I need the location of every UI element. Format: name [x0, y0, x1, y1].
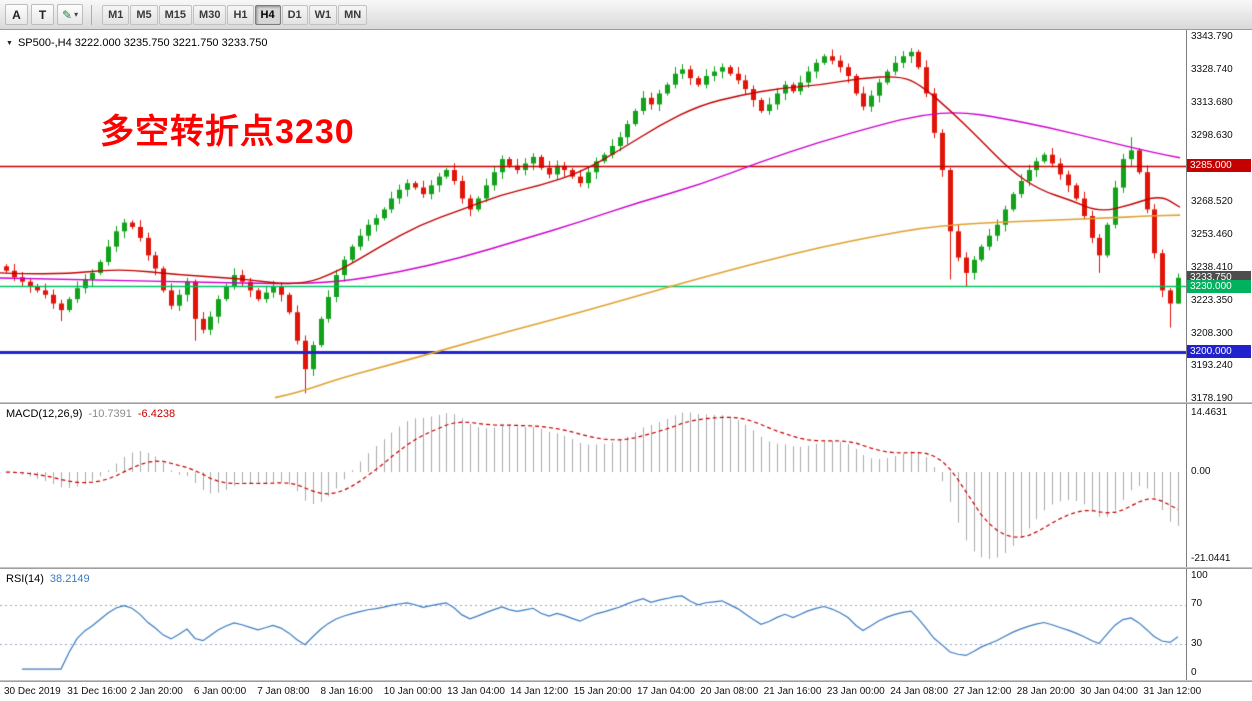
time-axis-label: 15 Jan 20:00: [573, 686, 632, 697]
time-axis-label: 30 Jan 04:00: [1080, 686, 1138, 697]
price-tag-3285.000: 3285.000: [1187, 159, 1251, 173]
timeframe-buttons: M1 M5 M15 M30 H1 H4 D1 W1 MN: [102, 4, 368, 25]
macd-signal-value: -6.4238: [137, 408, 176, 420]
macd-axis-zero: 0.00: [1191, 466, 1211, 477]
timeframe-button-m5[interactable]: M5: [130, 4, 158, 25]
price-axis-label: 3253.460: [1191, 228, 1233, 240]
price-axis-label: 3328.740: [1191, 63, 1233, 75]
time-axis-label: 31 Dec 16:00: [67, 686, 127, 697]
timeframe-button-h4[interactable]: H4: [254, 4, 281, 25]
panel-divider[interactable]: [0, 680, 1252, 682]
time-axis-label: 7 Jan 08:00: [257, 686, 310, 697]
time-axis-label: 17 Jan 04:00: [637, 686, 695, 697]
toolbar-button-a[interactable]: A: [5, 4, 28, 25]
rsi-name: RSI(14): [6, 573, 44, 585]
price-axis-label: 3208.300: [1191, 327, 1233, 339]
symbol-ohlc-text: SP500-,H4 3222.000 3235.750 3221.750 323…: [17, 37, 268, 49]
timeframe-button-h1[interactable]: H1: [227, 4, 254, 25]
timeframe-button-m1[interactable]: M1: [102, 4, 130, 25]
macd-main-value: -10.7391: [88, 408, 132, 420]
rsi-label: RSI(14) 38.2149: [6, 573, 90, 585]
drawing-tool-dropdown[interactable]: ✎ ▾: [57, 4, 84, 25]
price-axis-label: 3223.350: [1191, 294, 1233, 306]
timeframe-button-m30[interactable]: M30: [193, 4, 227, 25]
chevron-down-icon: ▾: [74, 10, 79, 19]
pencil-icon: ✎: [62, 7, 73, 22]
price-axis-label: 3178.190: [1191, 393, 1233, 405]
rsi-panel: RSI(14) 38.2149 100 70 30 0: [0, 569, 1252, 680]
rsi-canvas[interactable]: [0, 569, 1186, 680]
timeframe-button-m15[interactable]: M15: [158, 4, 193, 25]
timeframe-button-mn[interactable]: MN: [338, 4, 368, 25]
macd-label: MACD(12,26,9) -10.7391 -6.4238: [6, 408, 175, 420]
rsi-value: 38.2149: [49, 573, 90, 585]
toolbar-separator: [91, 4, 93, 25]
text-tool-button[interactable]: T: [31, 4, 54, 25]
price-tag-3230.000: 3230.000: [1187, 279, 1251, 293]
time-axis-label: 14 Jan 12:00: [510, 686, 569, 697]
rsi-axis-0: 0: [1191, 667, 1197, 678]
time-axis-label: 31 Jan 12:00: [1143, 686, 1202, 697]
price-tag-3200.000: 3200.000: [1187, 345, 1251, 359]
macd-axis-min: -21.0441: [1191, 553, 1231, 564]
time-axis-label: 8 Jan 16:00: [320, 686, 373, 697]
macd-axis[interactable]: 14.4631 0.00 -21.0441: [1186, 404, 1252, 567]
time-axis-label: 27 Jan 12:00: [953, 686, 1012, 697]
time-axis-label: 6 Jan 00:00: [193, 686, 247, 697]
panel-divider[interactable]: [0, 567, 1252, 569]
time-axis-label: 2 Jan 20:00: [130, 686, 183, 697]
price-axis[interactable]: 3343.7903328.7403313.6803298.6303283.570…: [1186, 30, 1252, 405]
macd-axis-max: 14.4631: [1191, 407, 1228, 418]
price-chart-canvas[interactable]: [0, 30, 1186, 402]
timeframe-button-w1[interactable]: W1: [308, 4, 338, 25]
price-axis-label: 3268.520: [1191, 195, 1233, 207]
symbol-ohlc-label: ▼ SP500-,H4 3222.000 3235.750 3221.750 3…: [6, 37, 268, 49]
time-axis-label: 28 Jan 20:00: [1016, 686, 1075, 697]
price-axis-label: 3238.410: [1191, 261, 1233, 273]
price-axis-label: 3193.240: [1191, 360, 1233, 372]
time-axis-label: 21 Jan 16:00: [763, 686, 822, 697]
time-axis-label: 24 Jan 08:00: [890, 686, 949, 697]
time-axis-label: 10 Jan 00:00: [383, 686, 442, 697]
time-axis-label: 30 Dec 2019: [4, 686, 61, 697]
price-axis-label: 3343.790: [1191, 31, 1233, 43]
time-axis-label: 20 Jan 08:00: [700, 686, 759, 697]
timeframe-button-d1[interactable]: D1: [281, 4, 308, 25]
rsi-axis-30: 30: [1191, 638, 1203, 649]
dropdown-triangle-icon[interactable]: ▼: [6, 39, 13, 47]
time-axis-label: 13 Jan 04:00: [447, 686, 505, 697]
macd-canvas[interactable]: [0, 404, 1186, 567]
chart-annotation: 多空转折点3230: [100, 113, 355, 151]
price-axis-label: 3313.680: [1191, 96, 1233, 108]
time-axis-label: 23 Jan 00:00: [826, 686, 885, 697]
rsi-axis[interactable]: 100 70 30 0: [1186, 569, 1252, 680]
macd-panel: MACD(12,26,9) -10.7391 -6.4238 14.4631 0…: [0, 404, 1252, 567]
macd-name: MACD(12,26,9): [6, 408, 83, 420]
main-chart-panel: ▼ SP500-,H4 3222.000 3235.750 3221.750 3…: [0, 30, 1252, 405]
time-axis[interactable]: 30 Dec 2019 31 Dec 16:00 2 Jan 20:00 6 Jan …: [0, 682, 1252, 701]
price-axis-label: 3298.630: [1191, 129, 1233, 141]
panel-divider[interactable]: [0, 402, 1252, 404]
toolbar: A T ✎ ▾ M1 M5 M15 M30 H1 H4 D1 W1 MN: [0, 0, 1252, 30]
rsi-axis-100: 100: [1191, 570, 1208, 581]
rsi-axis-70: 70: [1191, 598, 1203, 609]
